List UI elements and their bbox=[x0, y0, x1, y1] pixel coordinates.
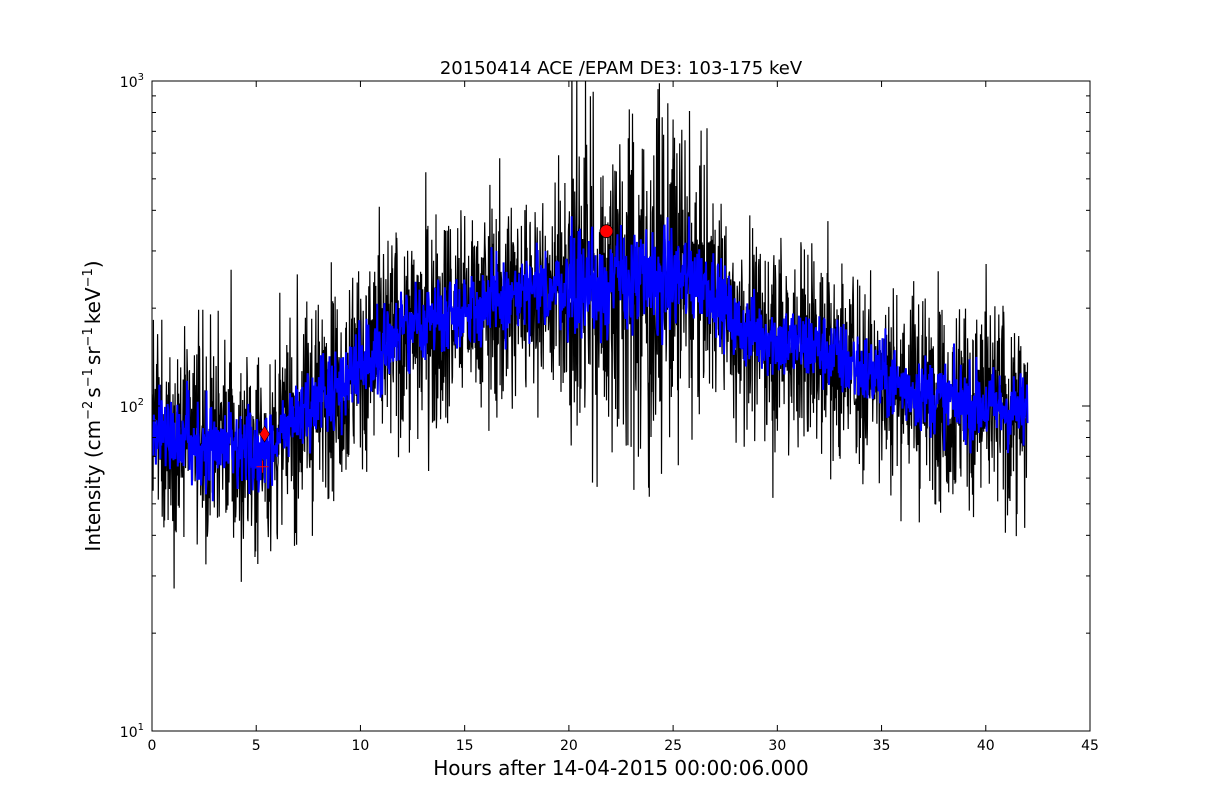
x-tick-label: 10 bbox=[352, 738, 370, 754]
x-tick-label: 45 bbox=[1081, 738, 1099, 754]
y-tick-label: 103 bbox=[120, 72, 144, 91]
chart-title: 20150414 ACE /EPAM DE3: 103-175 keV bbox=[440, 58, 803, 79]
y-tick-label: 101 bbox=[120, 722, 144, 741]
x-axis: 0 5 10 15 20 25 30 35 40 45 bbox=[148, 81, 1099, 754]
x-tick-label: 40 bbox=[977, 738, 995, 754]
y-axis: 101 102 103 bbox=[120, 72, 1090, 741]
x-axis-label: Hours after 14-04-2015 00:00:06.000 bbox=[433, 756, 809, 780]
series-smoothed-line bbox=[152, 216, 1029, 502]
x-tick-label: 25 bbox=[664, 738, 682, 754]
peak-marker bbox=[599, 224, 614, 239]
x-tick-label: 5 bbox=[252, 738, 261, 754]
y-tick-label: 102 bbox=[120, 397, 144, 416]
plus-marker bbox=[256, 460, 269, 473]
series-raw-line bbox=[152, 81, 1029, 589]
x-tick-label: 0 bbox=[148, 738, 157, 754]
y-axis-label: Intensity (cm−2s−1sr−1keV−1) bbox=[81, 260, 105, 551]
x-tick-label: 35 bbox=[873, 738, 891, 754]
x-tick-label: 20 bbox=[560, 738, 578, 754]
x-tick-label: 30 bbox=[768, 738, 786, 754]
onset-marker bbox=[259, 425, 270, 443]
x-tick-label: 15 bbox=[456, 738, 474, 754]
